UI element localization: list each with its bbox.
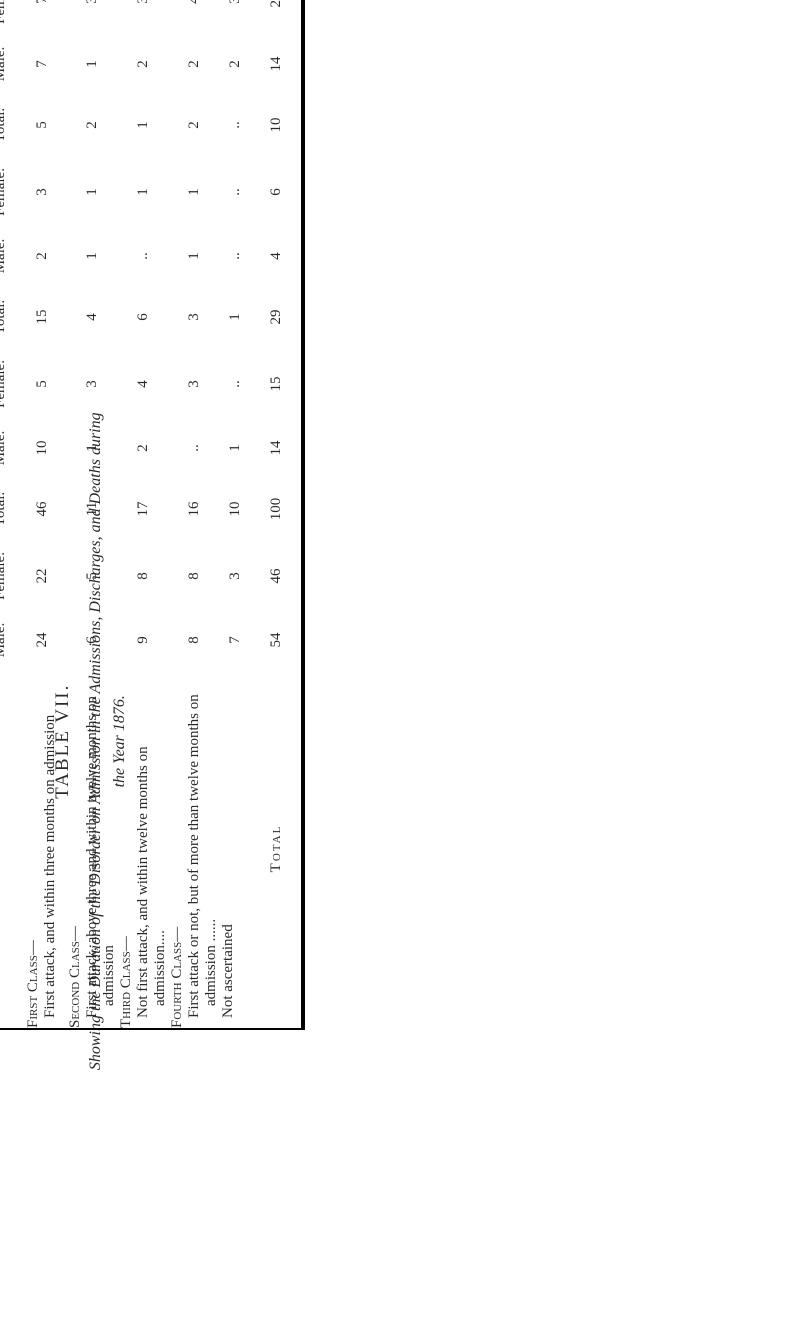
- cell: 46: [17, 477, 67, 541]
- col-male: Male.: [0, 611, 17, 669]
- cell: 1: [169, 227, 219, 285]
- cell: 11: [67, 477, 118, 541]
- cell: 17: [118, 477, 169, 541]
- cell: 9: [118, 611, 169, 669]
- cell: 3: [169, 285, 219, 349]
- col-total: Total.: [0, 93, 17, 157]
- cell-total: 14: [251, 35, 303, 93]
- cell: 15: [17, 285, 67, 349]
- row-detail: First attack, above three and within twe…: [84, 669, 118, 1028]
- cell: 24: [17, 611, 67, 669]
- row-detail: First attack or not, but of more than tw…: [186, 669, 220, 1028]
- cell-total: 10: [251, 93, 303, 157]
- cell: 3: [219, 541, 251, 611]
- cell: 2: [118, 35, 169, 93]
- cell: 4: [169, 0, 219, 35]
- cell: 6: [67, 611, 118, 669]
- col-male: Male.: [0, 227, 17, 285]
- cell: 1: [169, 157, 219, 227]
- row-lead: Third Class—: [118, 669, 135, 1028]
- cell: 3: [169, 349, 219, 419]
- cell-total: 4: [251, 227, 303, 285]
- cell: 7: [219, 611, 251, 669]
- col-total: Total.: [0, 285, 17, 349]
- cell-total: 29: [251, 285, 303, 349]
- cell-total: 15: [251, 349, 303, 419]
- cell: 3: [67, 349, 118, 419]
- cell: ..: [219, 157, 251, 227]
- cell: 3: [118, 0, 169, 35]
- cell: 1: [118, 93, 169, 157]
- cell: 5: [67, 541, 118, 611]
- cell: 7: [17, 35, 67, 93]
- cell: 2: [118, 419, 169, 477]
- cell-total: 100: [251, 477, 303, 541]
- cell: 5: [17, 93, 67, 157]
- cell: 3: [17, 157, 67, 227]
- col-female: Female.: [0, 0, 17, 35]
- total-row: Total 54 46 100 14 15 29 4 6 10 14 20 34: [251, 0, 303, 1029]
- col-male: Male.: [0, 419, 17, 477]
- cell: 2: [67, 93, 118, 157]
- cell: 1: [219, 419, 251, 477]
- cell: 1: [67, 419, 118, 477]
- cell: ..: [219, 227, 251, 285]
- cell: 1: [67, 35, 118, 93]
- col-male: Male.: [0, 35, 17, 93]
- table-row: Second Class— First attack, above three …: [67, 0, 118, 1029]
- col-female: Female.: [0, 157, 17, 227]
- cell-total: 46: [251, 541, 303, 611]
- cell: ..: [118, 227, 169, 285]
- class-heading: Class.: [0, 669, 17, 1029]
- cell: 8: [169, 541, 219, 611]
- cell: 10: [17, 419, 67, 477]
- cell-total: 6: [251, 157, 303, 227]
- cell: 8: [169, 611, 219, 669]
- cell: 3: [219, 0, 251, 35]
- cell: 4: [67, 285, 118, 349]
- table-row: Fourth Class— First attack or not, but o…: [169, 0, 219, 1029]
- cell: 1: [219, 285, 251, 349]
- row-detail: Not ascertained: [220, 669, 237, 1028]
- col-total: Total.: [0, 477, 17, 541]
- cell: 5: [17, 349, 67, 419]
- col-female: Female.: [0, 541, 17, 611]
- cell: 22: [17, 541, 67, 611]
- main-table: Class. Duration of Disease on Admission …: [0, 0, 305, 1030]
- cell: 1: [67, 227, 118, 285]
- cell: 2: [219, 35, 251, 93]
- cell: ..: [219, 349, 251, 419]
- cell: 10: [219, 477, 251, 541]
- cell: 2: [169, 35, 219, 93]
- table-row: First Class— First attack, and within th…: [17, 0, 67, 1029]
- row-lead: Fourth Class—: [169, 669, 186, 1028]
- cell: 8: [118, 541, 169, 611]
- table-container: Class. Duration of Disease on Admission …: [0, 0, 305, 1030]
- cell: ..: [169, 419, 219, 477]
- cell: 3: [67, 0, 118, 35]
- cell-total: 20: [251, 0, 303, 35]
- cell: 2: [17, 227, 67, 285]
- row-lead: First Class—: [25, 669, 42, 1028]
- total-label: Total: [251, 669, 303, 1029]
- cell: 1: [118, 157, 169, 227]
- cell: ..: [219, 93, 251, 157]
- cell: 6: [118, 285, 169, 349]
- col-female: Female.: [0, 349, 17, 419]
- cell-total: 14: [251, 419, 303, 477]
- row-detail: First attack, and within three months on…: [42, 669, 59, 1028]
- cell: 7: [17, 0, 67, 35]
- table-row: Third Class— Not first attack, and withi…: [118, 0, 169, 1029]
- cell: 4: [118, 349, 169, 419]
- cell: 1: [67, 157, 118, 227]
- row-lead: Second Class—: [67, 669, 84, 1028]
- cell-total: 54: [251, 611, 303, 669]
- cell: 16: [169, 477, 219, 541]
- cell: 2: [169, 93, 219, 157]
- row-detail: Not first attack, and within twelve mont…: [135, 669, 169, 1028]
